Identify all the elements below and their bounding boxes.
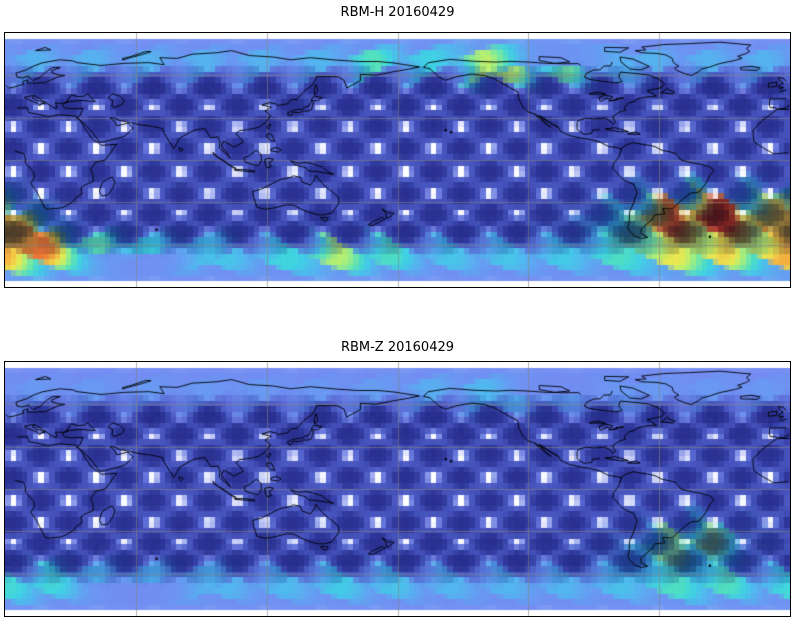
rbm-h-heatmap-canvas [5, 33, 790, 287]
map-frame-rbm-h [4, 32, 791, 288]
map-frame-rbm-z [4, 361, 791, 617]
rbm-z-heatmap-canvas [5, 362, 790, 616]
panel-title-rbm-h: RBM-H 20160429 [340, 5, 455, 20]
panel-title-rbm-z: RBM-Z 20160429 [340, 340, 455, 355]
